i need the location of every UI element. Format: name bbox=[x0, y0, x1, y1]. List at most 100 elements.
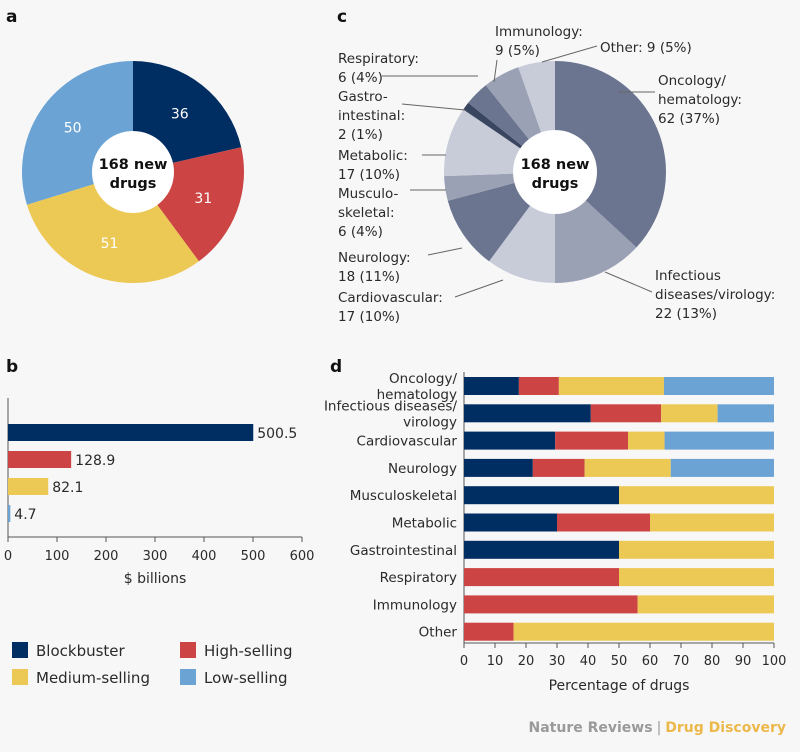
bar-segment-medium bbox=[619, 540, 774, 559]
callout-label: Neurology: bbox=[338, 250, 411, 266]
bar-segment-high bbox=[532, 458, 585, 477]
x-tick-label: 10 bbox=[487, 654, 504, 669]
bar-value-label: 82.1 bbox=[52, 480, 83, 496]
pie-slice-medium bbox=[26, 172, 199, 283]
panel-b-bars: 0 100 200 300 400 500 600 $ billions 500.5 128.9 8… bbox=[4, 398, 314, 587]
row-label: hematology bbox=[377, 387, 457, 403]
callout-line bbox=[541, 45, 598, 63]
panel-a-pie: 36 31 51 50 168 new drugs bbox=[22, 61, 245, 283]
row-label: Cardiovascular bbox=[357, 434, 458, 450]
callout-line bbox=[493, 59, 498, 83]
legend-swatch-medium bbox=[12, 669, 28, 685]
footer: Nature Reviews | Drug Discovery bbox=[529, 720, 787, 736]
pie-center-text: drugs bbox=[110, 176, 157, 192]
x-axis-label: Percentage of drugs bbox=[549, 678, 690, 694]
callout-label: 6 (4%) bbox=[338, 224, 383, 240]
row-label: Gastrointestinal bbox=[350, 543, 457, 559]
bar-segment-medium bbox=[619, 486, 774, 505]
bar-segment-blockbuster bbox=[464, 486, 619, 505]
panel-label-c: c bbox=[337, 7, 347, 27]
row-label: Infectious diseases/ bbox=[324, 398, 458, 414]
x-tick-label: 60 bbox=[642, 654, 659, 669]
bar-value-label: 128.9 bbox=[75, 453, 115, 469]
bar-blockbuster bbox=[8, 424, 254, 441]
bar-segment-medium bbox=[584, 458, 671, 477]
slice-label: 31 bbox=[194, 191, 212, 207]
x-tick-label: 200 bbox=[94, 549, 119, 564]
callout-label: Infectious bbox=[655, 268, 721, 284]
legend: Blockbuster High-selling Medium-selling Low… bbox=[12, 642, 292, 687]
pie-hole bbox=[513, 130, 597, 214]
x-tick-label: 80 bbox=[704, 654, 721, 669]
bar-segment-low bbox=[717, 404, 774, 423]
callout-label: 18 (11%) bbox=[338, 269, 400, 285]
bar-segment-blockbuster bbox=[464, 377, 519, 395]
panel-c-pie: 168 new drugs Oncology/hematology: 62 (37%)… bbox=[338, 24, 775, 325]
legend-label: High-selling bbox=[204, 642, 292, 660]
callout-label: 22 (13%) bbox=[655, 306, 717, 322]
x-tick-label: 50 bbox=[611, 654, 628, 669]
bar-segment-medium bbox=[619, 568, 774, 587]
bar-segment-high bbox=[464, 622, 514, 641]
x-tick-label: 500 bbox=[241, 549, 266, 564]
pie-center-text: 168 new bbox=[521, 157, 590, 173]
x-tick-label: 100 bbox=[762, 654, 787, 669]
bar-segment-high bbox=[555, 431, 628, 450]
x-tick-label: 0 bbox=[4, 549, 12, 564]
x-tick-label: 20 bbox=[518, 654, 535, 669]
legend-label: Blockbuster bbox=[36, 642, 126, 660]
row-label: virology bbox=[403, 414, 457, 430]
callout-label: Metabolic: bbox=[338, 148, 408, 164]
bar-medium bbox=[8, 478, 49, 495]
x-tick-label: 30 bbox=[549, 654, 566, 669]
pie-center-text: 168 new bbox=[99, 157, 168, 173]
legend-label: Medium-selling bbox=[36, 669, 150, 687]
row-label: Other bbox=[419, 625, 458, 641]
callout-label: diseases/virology: bbox=[655, 287, 775, 303]
bar-segment-low bbox=[664, 431, 774, 450]
callout-label: 17 (10%) bbox=[338, 309, 400, 325]
bar-segment-medium bbox=[513, 622, 774, 641]
x-tick-label: 90 bbox=[735, 654, 752, 669]
callout-label: 9 (5%) bbox=[495, 43, 540, 59]
callout-label: 62 (37%) bbox=[658, 111, 720, 127]
bar-segment-blockbuster bbox=[464, 431, 556, 450]
bar-segment-medium bbox=[558, 377, 664, 395]
callout-label: hematology: bbox=[658, 92, 742, 108]
callout-label: Respiratory: bbox=[338, 51, 419, 67]
callout-label: 2 (1%) bbox=[338, 127, 383, 143]
row-label: Respiratory bbox=[380, 570, 457, 586]
row-label: Metabolic bbox=[392, 516, 457, 532]
slice-label: 36 bbox=[171, 106, 189, 122]
callout-line bbox=[427, 247, 463, 256]
row-label: Oncology/ bbox=[389, 371, 457, 387]
bar-segment-high bbox=[464, 568, 619, 587]
pie-center-text: drugs bbox=[532, 176, 579, 192]
bar-segment-high bbox=[590, 404, 662, 423]
callout-label: Oncology/ bbox=[658, 73, 726, 89]
callout-label: Other: 9 (5%) bbox=[600, 40, 692, 56]
callout-label: 17 (10%) bbox=[338, 167, 400, 183]
row-label: Musculoskeletal bbox=[350, 488, 457, 504]
footer-subtitle: Drug Discovery bbox=[665, 720, 786, 736]
row-label: Neurology bbox=[388, 461, 457, 477]
callout-label: Immunology: bbox=[495, 24, 583, 40]
x-tick-label: 300 bbox=[143, 549, 168, 564]
panel-label-d: d bbox=[330, 357, 342, 377]
callout-label: Gastro- bbox=[338, 89, 388, 105]
bar-segment-low bbox=[670, 458, 774, 477]
bar-segment-medium bbox=[637, 595, 774, 614]
bar-segment-low bbox=[663, 377, 774, 395]
callout-label: skeletal: bbox=[338, 205, 395, 221]
x-tick-label: 40 bbox=[580, 654, 597, 669]
callout-line bbox=[454, 279, 504, 298]
legend-label: Low-selling bbox=[204, 669, 288, 687]
footer-separator: | bbox=[657, 720, 662, 736]
x-tick-label: 70 bbox=[673, 654, 690, 669]
legend-swatch-high bbox=[180, 642, 196, 658]
legend-swatch-low bbox=[180, 669, 196, 685]
callout-label: intestinal: bbox=[338, 108, 405, 124]
callout-line bbox=[604, 271, 653, 293]
bar-segment-blockbuster bbox=[464, 404, 591, 423]
